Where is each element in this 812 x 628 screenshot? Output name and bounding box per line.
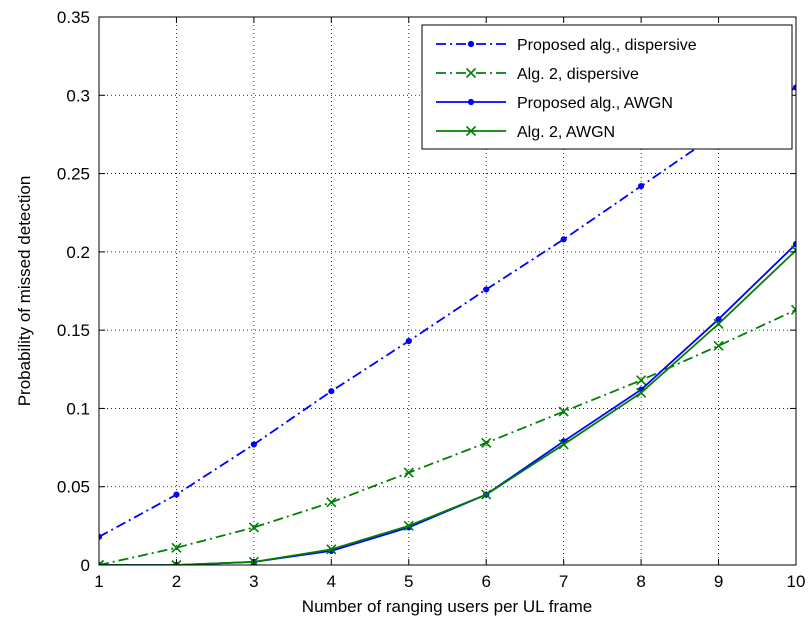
legend-item: Proposed alg., dispersive [436, 37, 697, 54]
data-point [483, 286, 490, 293]
y-tick-label: 0 [81, 556, 90, 575]
y-tick-label: 0.15 [57, 321, 90, 340]
data-point [715, 316, 722, 323]
data-point [636, 387, 647, 398]
data-point [481, 489, 492, 500]
series-line [99, 308, 796, 565]
x-tick-label: 2 [172, 572, 181, 591]
data-point [326, 544, 337, 555]
data-point [560, 236, 567, 243]
x-tick-label: 1 [94, 572, 103, 591]
x-tick-label: 6 [481, 572, 490, 591]
y-tick-label: 0.25 [57, 165, 90, 184]
y-tick-label: 0.2 [66, 243, 90, 262]
legend-marker [467, 98, 475, 106]
legend-marker [467, 40, 475, 48]
legend-marker [465, 125, 477, 137]
data-point [173, 491, 180, 498]
series-line [99, 249, 796, 565]
data-point [171, 559, 182, 565]
y-tick-label: 0.3 [66, 86, 90, 105]
data-point [326, 497, 337, 508]
ticks: 1 2 3 4 5 6 7 8 9 10 0 0.05 0.1 0.15 0.2 0.25 0.3 0.35 [57, 8, 806, 591]
legend-label: Proposed alg., AWGN [517, 95, 673, 112]
legend-label: Alg. 2, dispersive [517, 66, 639, 83]
data-point [250, 441, 257, 448]
data-point [403, 467, 414, 478]
y-tick-label: 0.05 [57, 478, 90, 497]
series-layer [99, 84, 796, 565]
plot-frame [98, 16, 797, 566]
y-tick-label: 0.35 [57, 8, 90, 27]
data-point [481, 437, 492, 448]
legend-label: Alg. 2, AWGN [517, 124, 615, 141]
x-tick-label: 9 [714, 572, 723, 591]
data-point [790, 304, 796, 315]
data-point [248, 522, 259, 533]
data-point [171, 542, 182, 553]
x-tick-label: 5 [404, 572, 413, 591]
y-tick-label: 0.1 [66, 399, 90, 418]
legend-item: Alg. 2, AWGN [436, 124, 615, 141]
legend: Proposed alg., dispersive Alg. 2, dispers… [421, 24, 793, 150]
data-point [638, 182, 645, 190]
y-axis-label: Probability of missed detection [15, 176, 34, 407]
x-tick-label: 10 [787, 572, 806, 591]
x-tick-label: 4 [327, 572, 336, 591]
legend-label: Proposed alg., dispersive [517, 37, 697, 54]
legend-marker [465, 67, 477, 79]
x-tick-label: 8 [636, 572, 645, 591]
legend-item: Proposed alg., AWGN [436, 95, 673, 112]
series-line [99, 86, 796, 538]
data-point [328, 388, 335, 395]
x-tick-label: 7 [559, 572, 568, 591]
data-point [405, 338, 412, 345]
data-point [558, 406, 569, 417]
data-point [636, 375, 647, 386]
data-point [99, 559, 105, 565]
x-tick-label: 3 [249, 572, 258, 591]
series-4 [99, 245, 796, 565]
data-point [558, 439, 569, 450]
x-axis-label: Number of ranging users per UL frame [302, 597, 592, 616]
data-point [790, 245, 796, 256]
data-point [713, 340, 724, 351]
data-point [403, 520, 414, 531]
data-point [713, 318, 724, 329]
legend-item: Alg. 2, dispersive [436, 66, 639, 83]
data-point [792, 84, 796, 91]
data-point [792, 240, 796, 248]
legend-box [421, 24, 793, 150]
